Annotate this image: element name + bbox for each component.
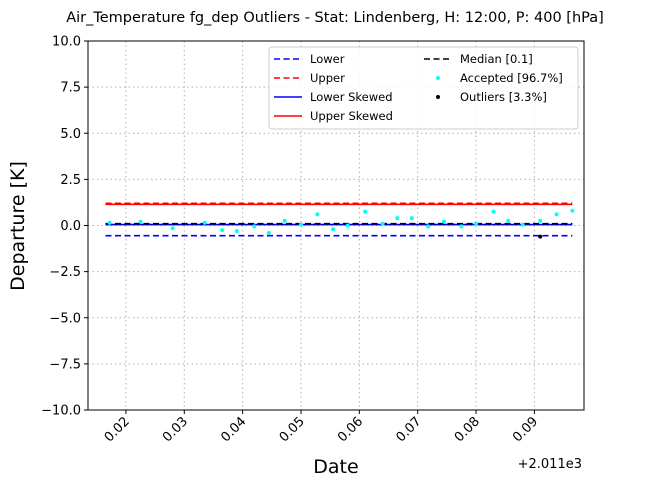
outlier-point: [538, 234, 543, 239]
accepted-point: [380, 221, 385, 226]
legend-label: Lower: [310, 52, 345, 66]
accepted-point: [554, 212, 559, 217]
data-points: [107, 208, 575, 239]
accepted-point: [315, 212, 320, 217]
y-tick-label: −7.5: [49, 357, 81, 372]
legend-marker: [436, 76, 440, 80]
accepted-point: [266, 230, 271, 235]
x-tick-label: 0.02: [102, 414, 133, 445]
accepted-point: [426, 224, 431, 229]
accepted-point: [202, 220, 207, 225]
accepted-point: [345, 223, 350, 228]
accepted-point: [170, 226, 175, 231]
legend-label: Accepted [96.7%]: [460, 71, 563, 85]
y-axis-ticks: 10.0 7.5 5.0 2.5 0.0 −2.5 −5.0 −7.5 −10.0: [41, 35, 88, 419]
chart-title: Air_Temperature fg_dep Outliers - Stat: …: [66, 10, 604, 26]
y-tick-label: 7.5: [60, 81, 81, 96]
y-tick-label: 5.0: [60, 127, 81, 142]
y-tick-label: 0.0: [60, 219, 81, 234]
accepted-point: [252, 224, 257, 229]
y-tick-label: −2.5: [49, 265, 81, 280]
x-tick-label: 0.09: [510, 414, 541, 445]
accepted-point: [234, 229, 239, 234]
legend-label: Median [0.1]: [460, 52, 533, 66]
x-tick-label: 0.08: [452, 414, 483, 445]
y-tick-label: −10.0: [41, 404, 81, 419]
x-tick-label: 0.07: [393, 414, 424, 445]
accepted-point: [441, 219, 446, 224]
legend-label: Upper: [310, 71, 345, 85]
y-axis-label: Departure [K]: [7, 161, 29, 291]
legend: Lower Upper Lower Skewed Upper Skewed Median…: [268, 46, 579, 130]
accepted-point: [491, 209, 496, 214]
y-tick-label: 10.0: [52, 35, 81, 50]
legend-box: [268, 46, 579, 130]
x-tick-label: 0.04: [218, 414, 249, 445]
accepted-point: [331, 227, 336, 232]
accepted-point: [459, 224, 464, 229]
accepted-point: [474, 221, 479, 226]
x-axis-label: Date: [313, 456, 358, 478]
accepted-point: [298, 222, 303, 227]
x-tick-label: 0.05: [277, 414, 308, 445]
accepted-point: [138, 219, 143, 224]
threshold-lines: [105, 202, 573, 237]
y-tick-label: 2.5: [60, 173, 81, 188]
accepted-point: [363, 209, 368, 214]
x-axis-ticks: 0.02 0.03 0.04 0.05 0.06 0.07 0.08 0.09: [102, 410, 541, 445]
accepted-point: [282, 218, 287, 223]
x-tick-label: 0.06: [335, 414, 366, 445]
legend-marker: [436, 95, 440, 99]
accepted-point: [570, 208, 575, 213]
legend-label: Lower Skewed: [310, 90, 393, 104]
legend-label: Upper Skewed: [310, 109, 393, 123]
accepted-point: [220, 228, 225, 233]
accepted-point: [506, 218, 511, 223]
x-tick-label: 0.03: [160, 414, 191, 445]
accepted-point: [520, 222, 525, 227]
accepted-point: [107, 220, 112, 225]
legend-label: Outliers [3.3%]: [460, 90, 547, 104]
y-tick-label: −5.0: [49, 311, 81, 326]
accepted-point: [395, 216, 400, 221]
accepted-point: [538, 218, 543, 223]
accepted-point: [409, 216, 414, 221]
x-axis-offset-label: +2.011e3: [518, 457, 582, 472]
